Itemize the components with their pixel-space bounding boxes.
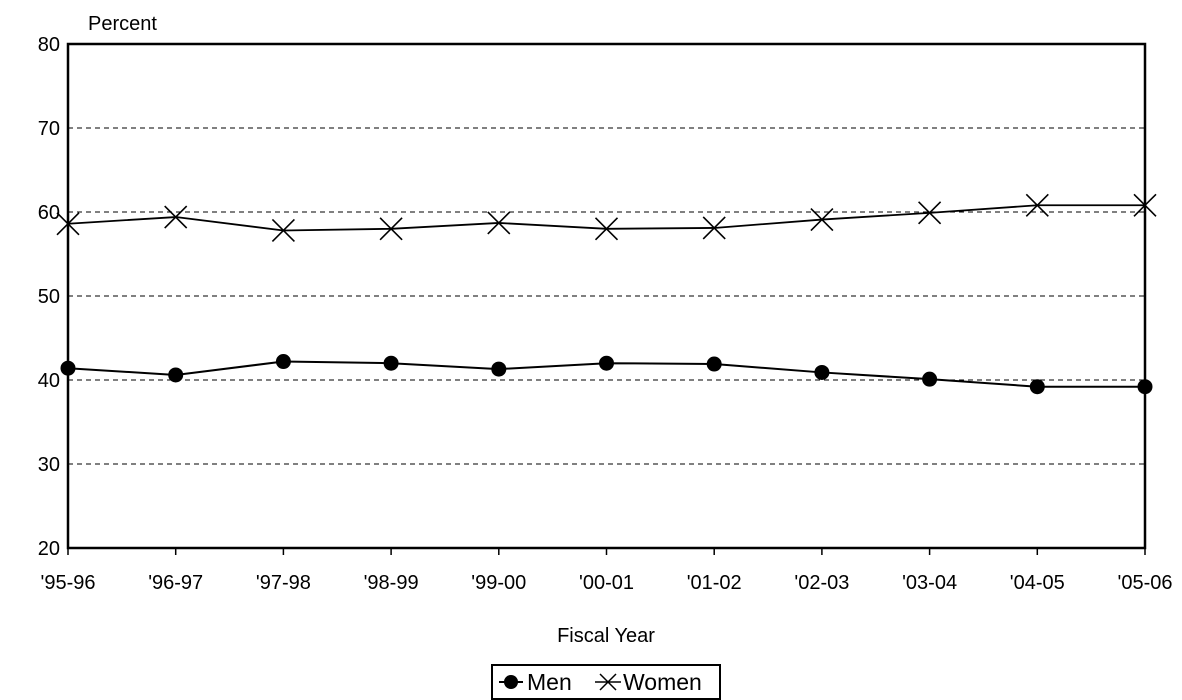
data-point-women bbox=[702, 216, 726, 240]
x-tick-label: '96-97 bbox=[148, 572, 203, 594]
legend-men-marker-icon bbox=[504, 675, 518, 689]
data-point-women bbox=[594, 217, 619, 241]
y-tick-label: 30 bbox=[38, 454, 60, 476]
x-tick-label: '98-99 bbox=[364, 572, 419, 594]
series-women-line bbox=[67, 204, 1145, 232]
data-point-men bbox=[814, 364, 830, 380]
data-point-women bbox=[379, 217, 403, 241]
y-axis: 20 30 40 50 60 70 80 bbox=[38, 34, 60, 560]
x-tick-label: '02-03 bbox=[794, 572, 849, 594]
grid-lines bbox=[68, 127, 1145, 465]
data-point-men bbox=[599, 355, 614, 371]
y-tick-label: 40 bbox=[38, 370, 60, 392]
data-point-men bbox=[383, 355, 399, 371]
y-tick-label: 80 bbox=[38, 34, 60, 56]
data-point-women bbox=[164, 205, 188, 229]
legend-women-marker-icon bbox=[599, 673, 617, 691]
legend-item-men: Men bbox=[499, 669, 572, 695]
series-men bbox=[60, 354, 1153, 395]
legend-men-label: Men bbox=[527, 669, 572, 695]
data-point-men bbox=[706, 356, 722, 372]
legend-item-women: Women bbox=[595, 669, 702, 695]
y-axis-title: Percent bbox=[88, 13, 157, 35]
data-point-women bbox=[810, 207, 834, 232]
data-point-men bbox=[491, 361, 507, 377]
series-women bbox=[56, 193, 1157, 243]
data-point-women bbox=[271, 218, 295, 243]
data-point-men bbox=[1029, 379, 1045, 395]
x-tick-label: '03-04 bbox=[902, 572, 957, 594]
legend-women-label: Women bbox=[623, 669, 702, 695]
x-tick-label: '04-05 bbox=[1010, 572, 1065, 594]
x-tick-label: '05-06 bbox=[1118, 572, 1173, 594]
x-tick-label: '95-96 bbox=[41, 572, 96, 594]
data-point-men bbox=[922, 371, 938, 387]
y-tick-label: 50 bbox=[38, 286, 60, 308]
data-point-women bbox=[1025, 193, 1049, 217]
data-point-men bbox=[275, 354, 291, 370]
x-tick-label: '97-98 bbox=[256, 572, 311, 594]
x-tick-label: '99-00 bbox=[471, 572, 526, 594]
y-tick-label: 20 bbox=[38, 538, 60, 560]
x-axis-title: Fiscal Year bbox=[557, 625, 655, 647]
x-tick-label: '01-02 bbox=[687, 572, 742, 594]
x-axis: '95-96 '96-97 '97-98 '98-99 '99-00 '00-01 '01-… bbox=[41, 548, 1173, 594]
series-layer bbox=[56, 193, 1157, 395]
data-point-women bbox=[918, 201, 942, 225]
x-tick-label: '00-01 bbox=[579, 572, 634, 594]
y-tick-label: 60 bbox=[38, 202, 60, 224]
data-point-men bbox=[168, 367, 184, 383]
y-tick-label: 70 bbox=[38, 118, 60, 140]
plot-frame bbox=[66, 42, 1147, 550]
legend: Men Women bbox=[491, 664, 721, 700]
data-point-women bbox=[487, 211, 511, 235]
